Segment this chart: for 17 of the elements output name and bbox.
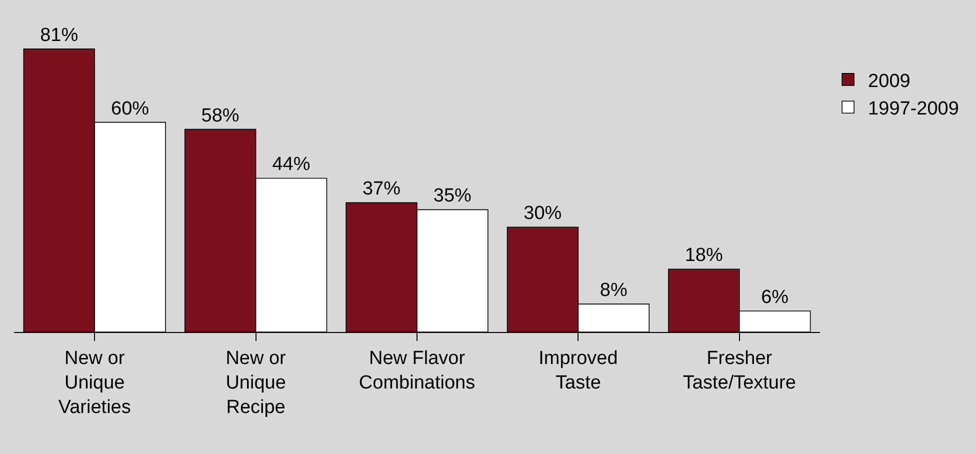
data-label: 81% xyxy=(40,24,78,46)
data-label: 37% xyxy=(362,178,401,200)
legend-label: 1997-2009 xyxy=(868,98,959,120)
data-label: 6% xyxy=(761,287,789,308)
x-tick-label: New Flavor Combinations xyxy=(358,348,476,394)
legend-label: 2009 xyxy=(868,70,910,92)
data-label: 60% xyxy=(111,98,150,120)
x-tick-label: New or Unique Recipe xyxy=(226,348,287,418)
x-tick-label: Improved Taste xyxy=(538,348,618,394)
data-label: 18% xyxy=(684,245,723,266)
x-tick-label: Fresher Taste/Texture xyxy=(682,348,796,394)
data-label: 44% xyxy=(272,154,310,176)
data-label: 8% xyxy=(600,280,628,302)
data-label: 35% xyxy=(433,186,472,207)
data-label: 58% xyxy=(201,105,240,126)
x-tick-label: New or Unique Varieties xyxy=(58,348,131,418)
data-label: 30% xyxy=(524,203,562,224)
